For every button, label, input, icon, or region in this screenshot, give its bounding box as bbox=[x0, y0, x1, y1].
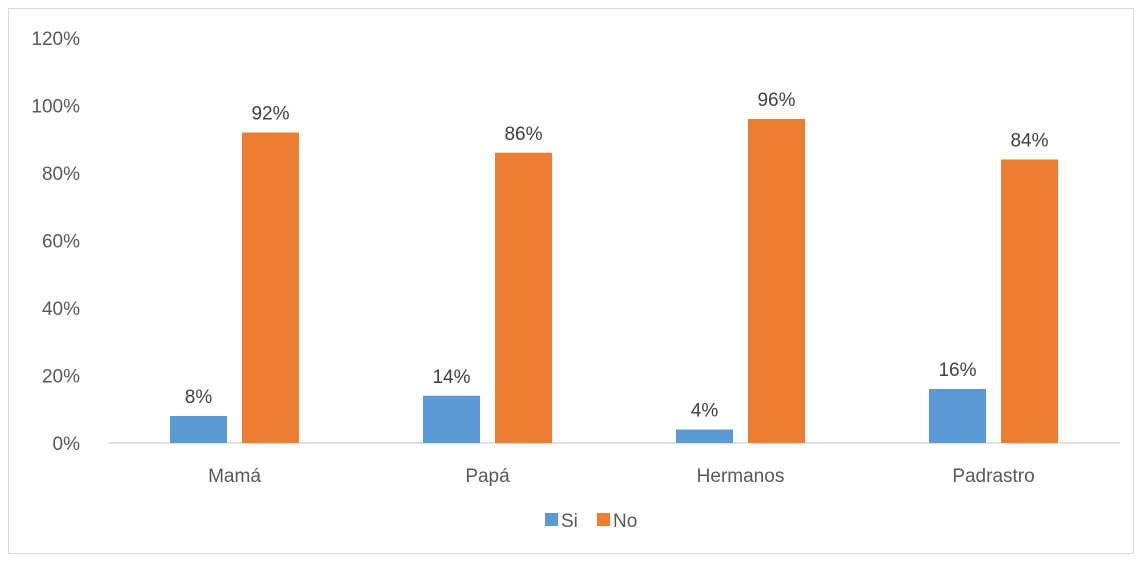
y-tick-label: 0% bbox=[53, 434, 81, 455]
chart-frame bbox=[8, 8, 1134, 554]
bar-no-0 bbox=[242, 132, 299, 443]
x-tick-label: Mamá bbox=[208, 466, 261, 487]
legend-swatch-no bbox=[597, 513, 610, 526]
data-label-si-2: 4% bbox=[691, 401, 719, 422]
data-label-no-3: 84% bbox=[1010, 131, 1048, 152]
x-tick-label: Papá bbox=[465, 466, 510, 487]
x-tick-label: Padrastro bbox=[952, 466, 1034, 487]
bars bbox=[170, 119, 1058, 443]
data-labels: 8% 92% 14% 86% 4% 96% 16% 84% bbox=[185, 90, 1049, 422]
data-label-no-1: 86% bbox=[504, 124, 542, 145]
data-label-si-3: 16% bbox=[938, 360, 976, 381]
bar-no-2 bbox=[748, 119, 805, 443]
data-label-no-0: 92% bbox=[251, 104, 289, 125]
y-tick-label: 120% bbox=[31, 29, 80, 50]
y-tick-label: 80% bbox=[42, 164, 80, 185]
data-label-no-2: 96% bbox=[757, 90, 795, 111]
bar-no-1 bbox=[495, 152, 552, 443]
legend-label-no: No bbox=[613, 511, 637, 532]
bar-si-3 bbox=[929, 389, 986, 443]
legend-label-si: Si bbox=[561, 511, 578, 532]
bar-si-2 bbox=[676, 429, 733, 443]
bar-no-3 bbox=[1001, 159, 1058, 443]
legend: Si No bbox=[545, 511, 637, 532]
y-tick-label: 100% bbox=[31, 97, 80, 118]
legend-swatch-si bbox=[545, 513, 558, 526]
y-axis-tick-labels: 0% 20% 40% 60% 80% 100% 120% bbox=[31, 29, 80, 455]
data-label-si-0: 8% bbox=[185, 387, 213, 408]
bar-si-1 bbox=[423, 395, 480, 443]
y-tick-label: 40% bbox=[42, 299, 80, 320]
x-axis-tick-labels: Mamá Papá Hermanos Padrastro bbox=[208, 466, 1035, 487]
y-tick-label: 60% bbox=[42, 232, 80, 253]
x-tick-label: Hermanos bbox=[697, 466, 785, 487]
y-tick-label: 20% bbox=[42, 367, 80, 388]
bar-si-0 bbox=[170, 416, 227, 443]
data-label-si-1: 14% bbox=[432, 367, 470, 388]
